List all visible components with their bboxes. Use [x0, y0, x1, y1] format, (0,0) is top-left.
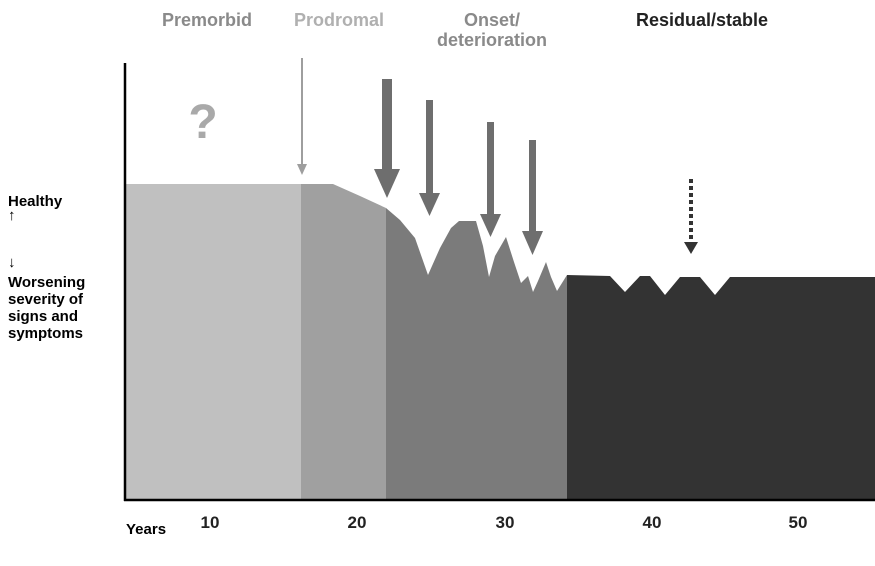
y-arrow-up: ↑ — [8, 207, 16, 224]
onset-arrow-1-head — [374, 169, 400, 198]
phase-label-premorbid: Premorbid — [161, 10, 253, 30]
premorbid-area — [125, 184, 301, 500]
onset-arrow-3-shaft — [487, 122, 494, 216]
x-tick-40: 40 — [643, 513, 662, 532]
y-label-worsening-line1: Worsening — [8, 274, 86, 291]
unknown-question-mark: ? — [188, 96, 217, 149]
onset-arrow-3-head — [480, 214, 501, 237]
onset-arrow-1-shaft — [382, 79, 392, 171]
residual-dotted-arrow-head — [684, 242, 698, 254]
y-label-worsening: Worsening severity of signs and symptoms — [8, 274, 85, 342]
y-label-worsening-line3: signs and — [8, 308, 79, 325]
x-tick-10: 10 — [201, 513, 220, 532]
y-label-healthy: Healthy — [8, 193, 63, 210]
onset-arrow-2-shaft — [426, 100, 433, 195]
phase-label-onset-line2: deterioration — [436, 30, 547, 50]
x-tick-20: 20 — [348, 513, 367, 532]
phase-label-prodromal: Prodromal — [293, 10, 385, 30]
y-arrow-down: ↓ — [8, 254, 16, 271]
phase-label-onset: Onset/ deterioration — [412, 10, 572, 50]
prodromal-arrow-head — [297, 164, 307, 175]
phase-label-onset-line1: Onset/ — [463, 10, 520, 30]
prodromal-area — [301, 184, 386, 500]
onset-arrow-2-head — [419, 193, 440, 216]
x-tick-30: 30 — [496, 513, 515, 532]
phase-label-residual: Residual/stable — [635, 10, 769, 30]
onset-arrow-4-head — [522, 231, 543, 255]
x-tick-50: 50 — [789, 513, 808, 532]
onset-area — [386, 208, 567, 500]
onset-arrow-4-shaft — [529, 140, 536, 233]
x-axis-title: Years — [126, 521, 167, 538]
residual-area — [567, 275, 875, 500]
y-label-worsening-line4: symptoms — [8, 325, 84, 342]
y-label-worsening-line2: severity of — [8, 291, 84, 308]
